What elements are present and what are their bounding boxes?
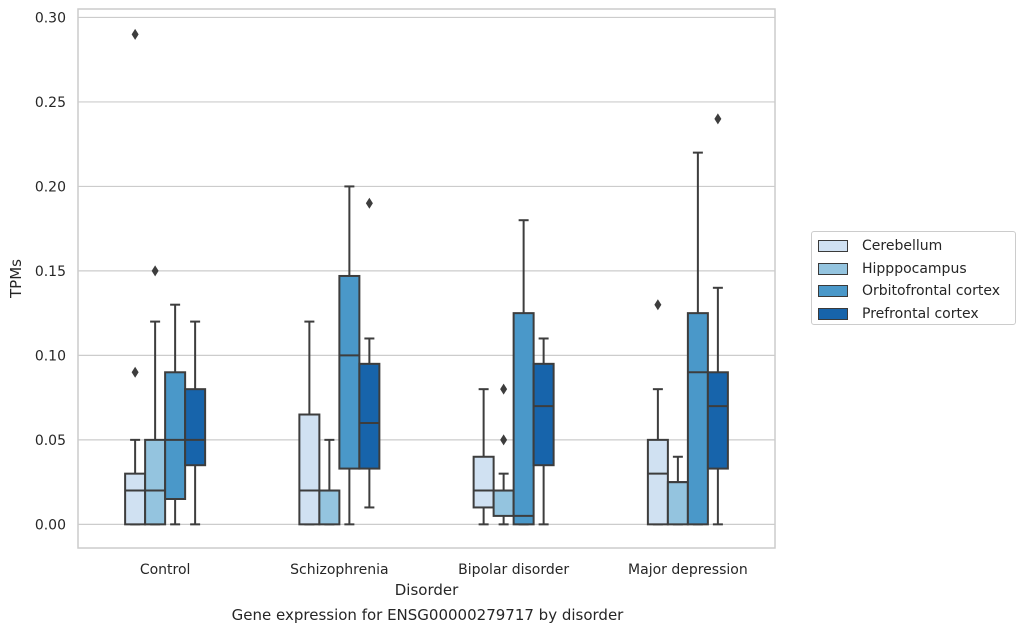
legend-item: Hipppocampus: [818, 259, 967, 279]
box-iqr: [184, 388, 207, 467]
box-iqr: [472, 455, 495, 509]
box-iqr: [298, 413, 321, 526]
chart-caption: Gene expression for ENSG00000279717 by d…: [231, 606, 624, 624]
box-iqr: [124, 472, 147, 526]
outlier-point: [365, 197, 373, 209]
box-cerebellum: [646, 299, 669, 526]
box-iqr: [646, 438, 669, 526]
box-orbitofrontal-cortex: [512, 219, 535, 526]
box-cerebellum: [124, 28, 147, 526]
y-tick-label: 0.10: [35, 348, 66, 364]
legend-label: Orbitofrontal cortex: [862, 283, 1000, 299]
box-iqr: [686, 312, 709, 526]
box-hipppocampus: [492, 383, 515, 526]
box-prefrontal-cortex: [184, 320, 207, 526]
y-tick-label: 0.25: [35, 95, 66, 111]
box-hipppocampus: [144, 265, 167, 526]
y-tick-labels: 0.00 0.05 0.10 0.15 0.20 0.25 0.30: [35, 10, 66, 533]
box-iqr: [318, 489, 341, 526]
box-cerebellum: [298, 320, 321, 526]
x-tick-label: Schizophrenia: [290, 562, 388, 578]
outlier-point: [500, 434, 508, 446]
x-axis-label: Disorder: [395, 581, 459, 599]
legend: Cerebellum Hipppocampus Orbitofrontal cort…: [811, 231, 1016, 325]
box-prefrontal-cortex: [706, 113, 729, 526]
box-iqr: [492, 489, 515, 517]
plot-frame: [77, 8, 776, 549]
y-tick-label: 0.00: [35, 517, 66, 533]
x-tick-label: Major depression: [628, 562, 748, 578]
x-tick-labels: Control Schizophrenia Bipolar disorder Majo…: [140, 562, 748, 578]
box-hipppocampus: [666, 455, 689, 526]
box-iqr: [532, 362, 555, 467]
x-tick-label: Bipolar disorder: [458, 562, 569, 578]
legend-swatch: [818, 262, 848, 275]
legend-label: Prefrontal cortex: [862, 305, 979, 322]
outlier-point: [131, 28, 139, 40]
legend-label: Cerebellum: [862, 238, 943, 254]
y-tick-label: 0.30: [35, 10, 66, 26]
legend-swatch: [818, 240, 848, 252]
legend-swatch: [818, 285, 848, 297]
outlier-point: [500, 383, 508, 395]
boxplots: [124, 28, 729, 526]
box-iqr: [338, 274, 361, 470]
box-hipppocampus: [318, 438, 341, 526]
box-prefrontal-cortex: [358, 197, 381, 509]
box-orbitofrontal-cortex: [338, 185, 361, 526]
box-orbitofrontal-cortex: [164, 303, 187, 526]
legend-item: Prefrontal cortex: [818, 304, 979, 324]
box-iqr: [666, 481, 689, 526]
legend-item: Cerebellum: [818, 236, 942, 256]
outlier-point: [714, 113, 722, 125]
box-iqr: [144, 438, 167, 526]
box-iqr: [358, 362, 381, 470]
box-iqr: [512, 312, 535, 526]
outlier-point: [654, 299, 662, 311]
outlier-point: [131, 366, 139, 378]
y-axis-label: TPMs: [7, 259, 25, 299]
box-iqr: [164, 371, 187, 500]
y-tick-label: 0.20: [35, 179, 66, 195]
box-prefrontal-cortex: [532, 337, 555, 526]
legend-label: Hipppocampus: [862, 260, 967, 277]
x-tick-label: Control: [140, 562, 191, 578]
outlier-point: [151, 265, 159, 277]
box-cerebellum: [472, 388, 495, 526]
legend-swatch: [818, 307, 848, 320]
box-iqr: [706, 371, 729, 470]
legend-item: Orbitofrontal cortex: [818, 281, 1000, 301]
box-orbitofrontal-cortex: [686, 151, 709, 526]
y-tick-label: 0.15: [35, 264, 66, 280]
y-tick-label: 0.05: [35, 433, 66, 449]
